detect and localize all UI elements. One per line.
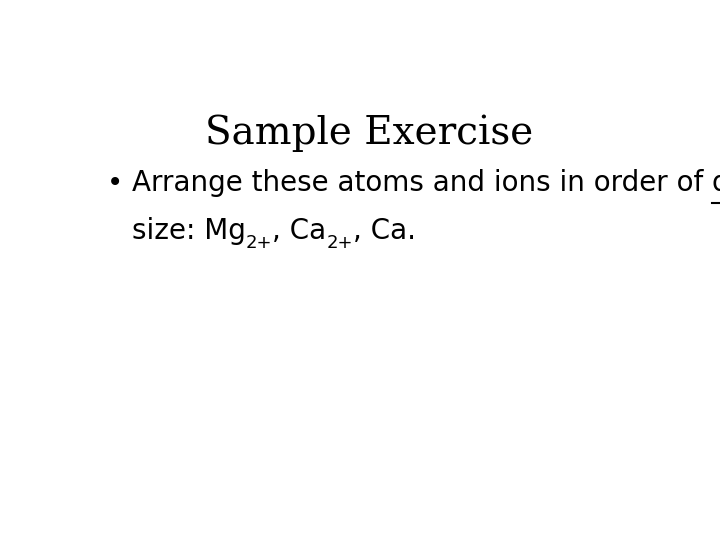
Text: decreasing: decreasing [712,168,720,197]
Text: size: Mg: size: Mg [132,217,246,245]
Text: 2+: 2+ [326,234,353,252]
Text: Sample Exercise: Sample Exercise [205,114,533,152]
Text: •: • [107,168,123,197]
Text: 2+: 2+ [246,234,272,252]
Text: Arrange these atoms and ions in order of: Arrange these atoms and ions in order of [132,168,712,197]
Text: , Ca.: , Ca. [353,217,416,245]
Text: , Ca: , Ca [272,217,326,245]
